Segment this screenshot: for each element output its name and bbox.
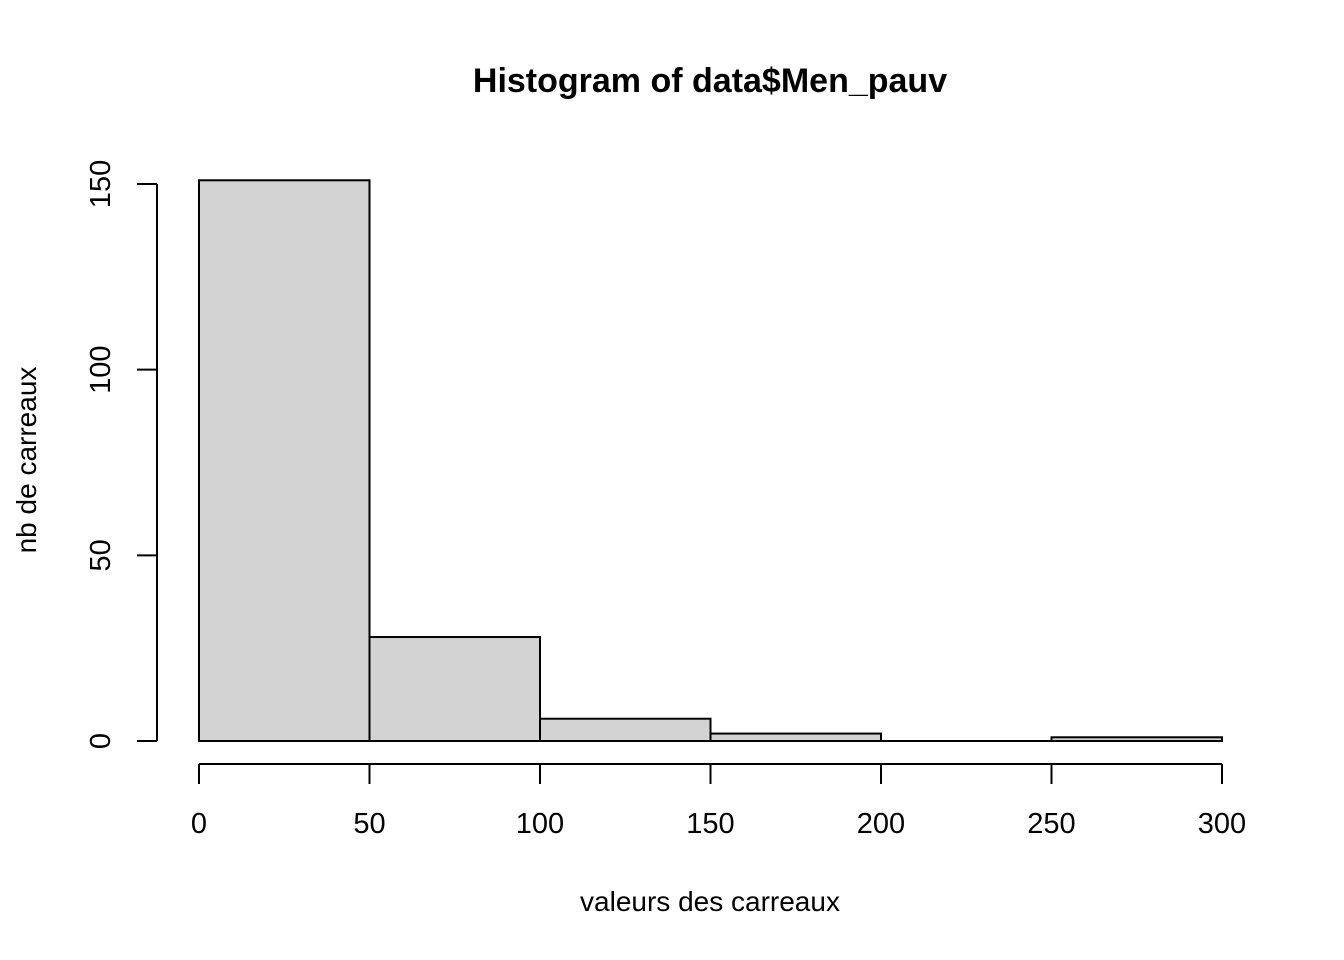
y-tick-label: 100 [85,345,117,393]
x-tick-label: 200 [857,808,905,840]
y-tick-label: 150 [85,160,117,208]
x-tick-label: 250 [1027,808,1075,840]
bars-group [198,179,1223,743]
x-tick-label: 100 [516,808,564,840]
histogram-bar [1050,736,1223,743]
chart-title: Histogram of data$Men_pauv [473,62,947,100]
histogram-bar [709,732,882,742]
x-tick-label: 150 [686,808,734,840]
x-axis-label: valeurs des carreaux [580,886,840,917]
x-tick-label: 0 [191,808,207,840]
histogram-bar [368,636,541,743]
y-tick-label: 0 [85,733,117,749]
x-axis: 0 50 100 150 200 250 300 [191,763,1246,840]
y-tick-label: 50 [85,539,117,571]
histogram-bar [198,179,371,742]
x-tick-label: 300 [1198,808,1246,840]
y-axis-label: nb de carreaux [11,367,42,554]
y-axis: 0 50 100 150 [85,160,158,749]
histogram-bar [539,717,712,742]
x-tick-label: 50 [353,808,385,840]
